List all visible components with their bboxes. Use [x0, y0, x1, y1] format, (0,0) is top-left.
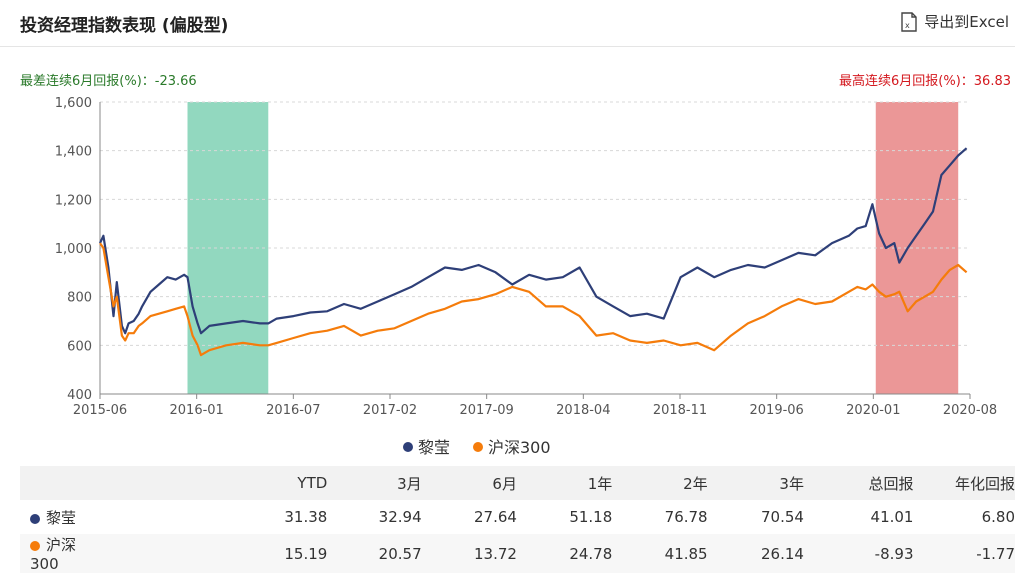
table-cell: 41.01: [870, 508, 914, 526]
table-row: 沪深300 15.19 20.57 13.72 24.78 41.85 26.14 -8.93…: [20, 534, 1015, 573]
x-tick-label: 2017-09: [460, 403, 514, 418]
table-cell: -1.77: [976, 544, 1015, 563]
table-cell: 26.14: [761, 544, 804, 563]
table-cell: 76.78: [664, 508, 708, 526]
table-cell: 24.78: [569, 544, 613, 563]
series-line-manager: [99, 147, 968, 335]
row-name: 黎莹: [20, 500, 96, 534]
x-tick-label: 2016-07: [266, 403, 320, 418]
table-cell: 41.85: [664, 544, 708, 563]
column-header: YTD: [297, 474, 328, 492]
y-tick-label: 800: [67, 291, 92, 306]
x-tick-label: 2020-08: [943, 403, 997, 418]
svg-text:x: x: [905, 21, 910, 30]
y-tick-label: 600: [67, 339, 92, 354]
worst-6m-return-label: 最差连续6月回报(%)：-23.66: [20, 73, 197, 89]
column-header: 3年: [779, 474, 804, 493]
table-cell: 15.19: [284, 544, 328, 563]
legend-marker: [473, 442, 483, 452]
series-dot-icon: [30, 541, 40, 551]
column-header: [20, 466, 96, 500]
y-tick-label: 400: [67, 388, 92, 403]
export-excel-label: 导出到Excel: [924, 13, 1009, 31]
legend-marker: [403, 442, 413, 452]
column-header: 6月: [492, 474, 517, 493]
table-row: 黎莹 31.38 32.94 27.64 51.18 76.78 70.54 41.01 6.8…: [20, 500, 1015, 534]
table-cell: 32.94: [378, 508, 422, 526]
x-tick-label: 2019-06: [750, 403, 804, 418]
column-header: 3月: [397, 474, 422, 493]
table-cell: 13.72: [474, 544, 517, 563]
x-tick-label: 2015-06: [73, 403, 127, 418]
best-6m-return-label: 最高连续6月回报(%)：36.83: [839, 73, 1011, 89]
series-line-index: [99, 242, 968, 357]
performance-chart: 400 600 800 1,000 1,200 1,400 1,600 2015-06 201…: [20, 73, 1011, 457]
table-cell: -8.93: [874, 544, 914, 563]
column-header: 1年: [587, 474, 613, 493]
panel-header: 投资经理指数表现 (偏股型) x 导出到Excel: [0, 0, 1015, 47]
table-cell: 70.54: [761, 508, 804, 526]
x-tick-label: 2018-11: [653, 403, 707, 418]
column-header: 年化回报: [954, 474, 1015, 493]
y-tick-label: 1,400: [55, 145, 92, 160]
x-tick-label: 2018-04: [556, 403, 610, 418]
excel-file-icon: x: [901, 11, 917, 32]
y-tick-label: 1,200: [55, 193, 92, 208]
x-tick-label: 2016-01: [170, 403, 224, 418]
table-cell: 51.18: [569, 508, 613, 526]
y-tick-label: 1,000: [55, 242, 92, 257]
y-tick-label: 1,600: [55, 96, 92, 111]
table-cell: 6.80: [981, 508, 1015, 526]
legend-label: 黎莹: [418, 438, 450, 457]
column-header: 2年: [683, 474, 708, 493]
x-tick-label: 2020-01: [846, 403, 900, 418]
series-dot-icon: [30, 513, 40, 524]
legend-label: 沪深300: [488, 438, 551, 457]
x-tick-label: 2017-02: [363, 403, 417, 418]
returns-table: YTD 3月 6月 1年 2年 3年 总回报 年化回报 黎莹 31.38 32.94 27.64 51…: [20, 466, 1015, 573]
export-excel-button[interactable]: x 导出到Excel: [900, 11, 1009, 32]
panel-title: 投资经理指数表现 (偏股型): [20, 16, 229, 36]
table-cell: 27.64: [474, 508, 517, 526]
returns-table-header: YTD 3月 6月 1年 2年 3年 总回报 年化回报: [20, 466, 1015, 500]
table-cell: 20.57: [378, 544, 422, 563]
row-name: 沪深300: [30, 536, 77, 573]
table-cell: 31.38: [284, 508, 328, 526]
column-header: 总回报: [868, 474, 914, 493]
